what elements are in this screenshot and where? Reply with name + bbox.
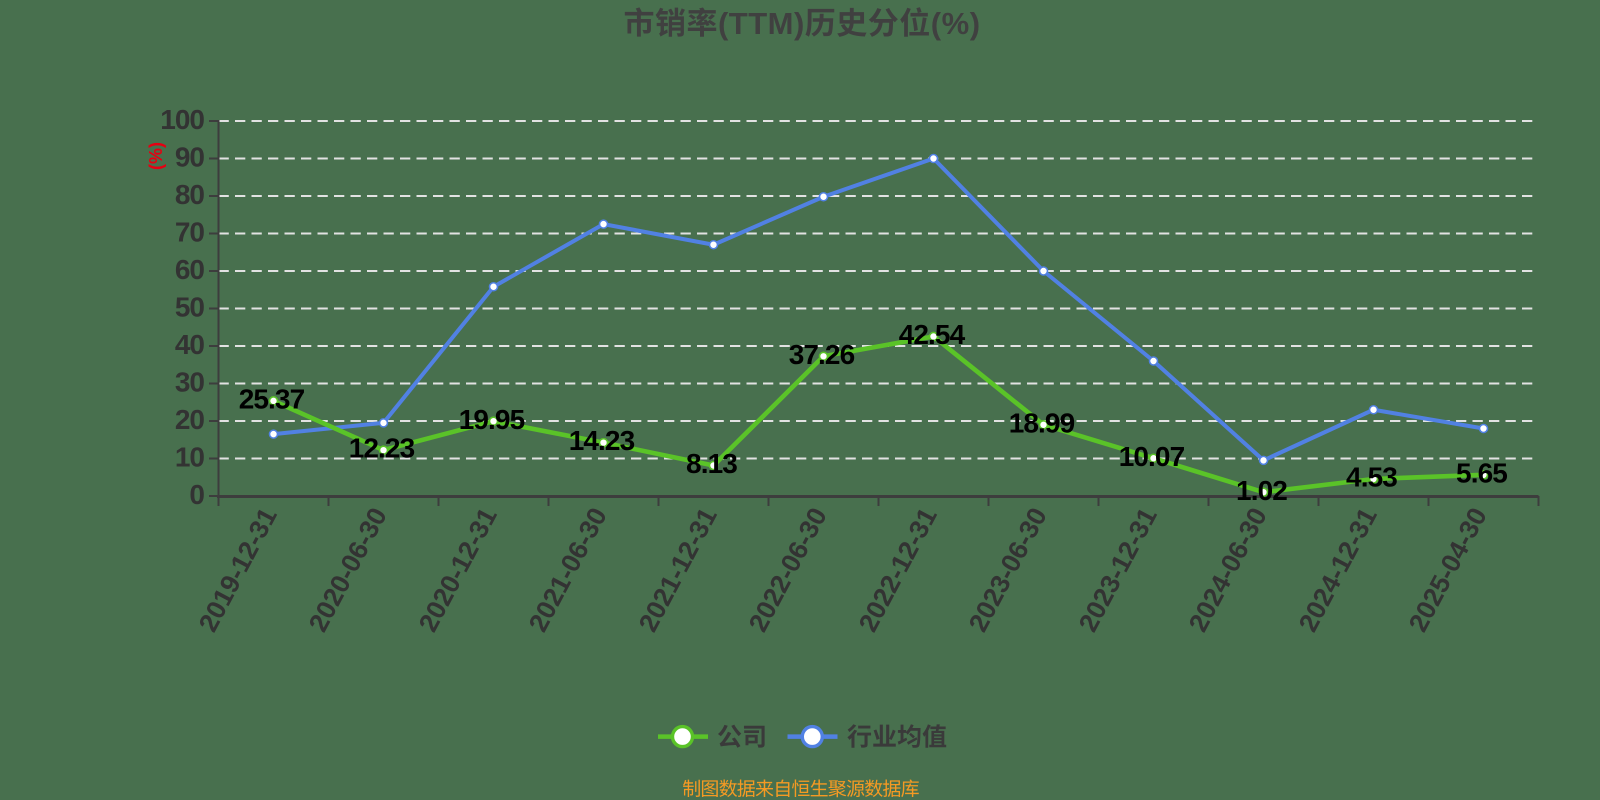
svg-text:18.99: 18.99 (1009, 401, 1075, 441)
svg-text:8.13: 8.13 (686, 442, 737, 482)
svg-text:30: 30 (175, 360, 205, 400)
svg-text:40: 40 (175, 323, 205, 363)
svg-text:行业均值: 行业均值 (847, 718, 947, 754)
svg-text:制图数据来自恒生聚源数据库: 制图数据来自恒生聚源数据库 (682, 775, 919, 800)
svg-text:14.23: 14.23 (569, 419, 635, 459)
svg-text:1.02: 1.02 (1236, 469, 1287, 509)
svg-text:10.07: 10.07 (1119, 435, 1185, 475)
svg-text:19.95: 19.95 (459, 398, 525, 438)
svg-text:4.53: 4.53 (1346, 456, 1397, 496)
svg-text:(%): (%) (142, 142, 168, 170)
svg-text:37.26: 37.26 (789, 333, 855, 373)
svg-text:60: 60 (175, 248, 205, 288)
svg-text:70: 70 (175, 210, 205, 250)
svg-text:90: 90 (175, 135, 205, 175)
svg-text:80: 80 (175, 173, 205, 213)
svg-text:5.65: 5.65 (1456, 451, 1507, 491)
svg-text:100: 100 (160, 98, 204, 138)
svg-text:25.37: 25.37 (239, 378, 305, 418)
svg-text:10: 10 (175, 435, 205, 475)
svg-text:20: 20 (175, 398, 205, 438)
svg-text:12.23: 12.23 (349, 427, 415, 467)
svg-text:市销率(TTM)历史分位(%): 市销率(TTM)历史分位(%) (623, 0, 980, 43)
svg-text:50: 50 (175, 285, 205, 325)
svg-text:42.54: 42.54 (899, 313, 966, 353)
svg-text:公司: 公司 (717, 718, 767, 754)
svg-text:0: 0 (189, 473, 204, 513)
